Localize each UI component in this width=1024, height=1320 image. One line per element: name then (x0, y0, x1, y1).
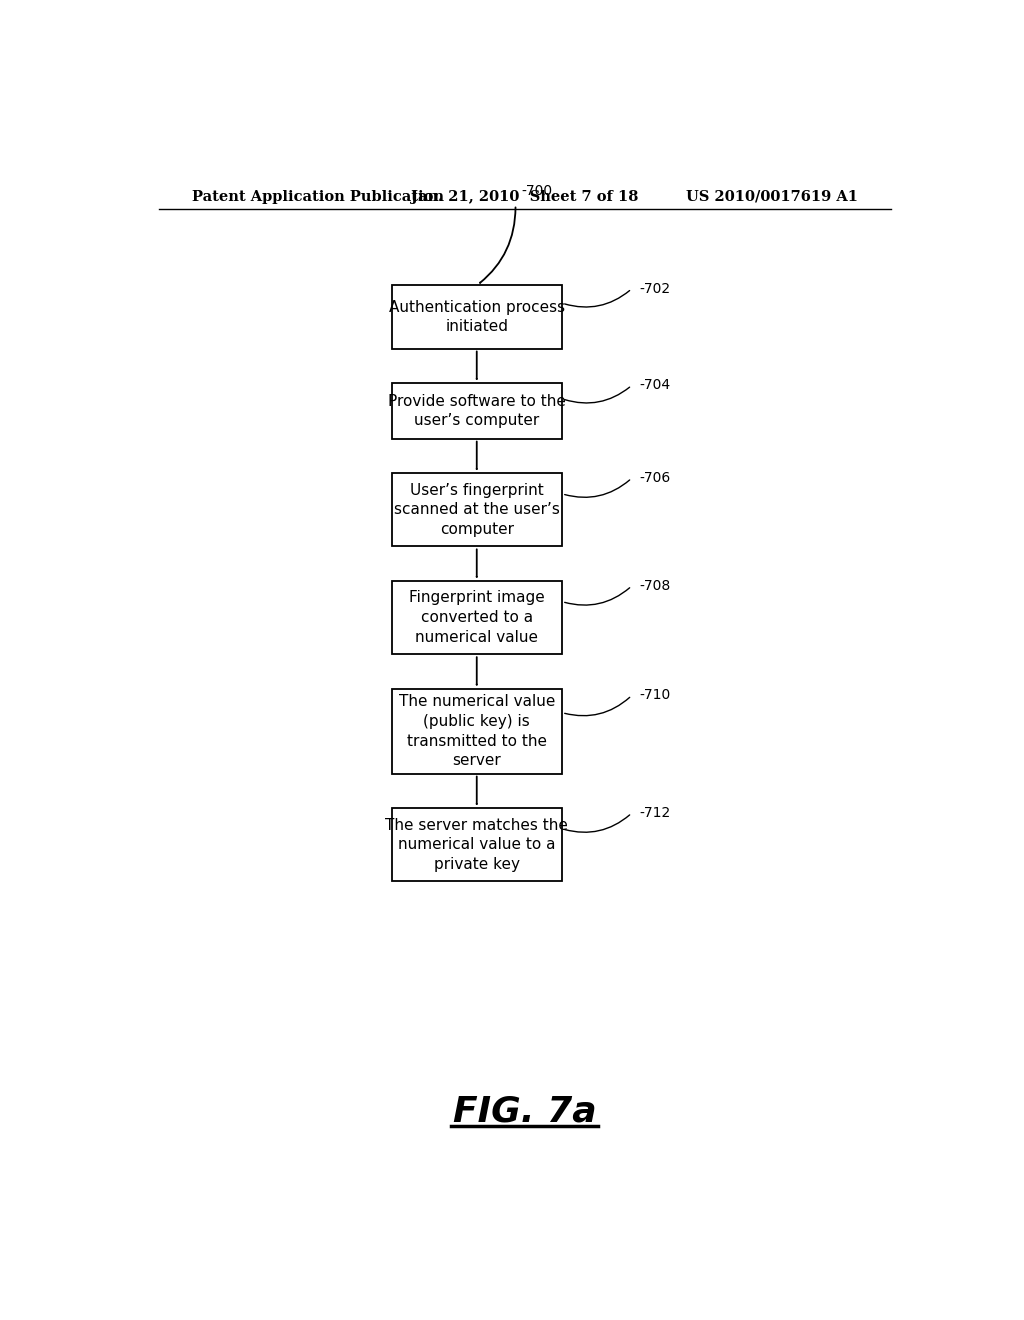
FancyArrowPatch shape (564, 480, 630, 498)
Text: Fingerprint image
converted to a
numerical value: Fingerprint image converted to a numeric… (409, 590, 545, 645)
FancyBboxPatch shape (391, 383, 562, 438)
Text: -712: -712 (640, 807, 671, 820)
Text: Provide software to the
user’s computer: Provide software to the user’s computer (388, 393, 565, 429)
Text: -708: -708 (640, 579, 671, 593)
Text: User’s fingerprint
scanned at the user’s
computer: User’s fingerprint scanned at the user’s… (394, 483, 560, 537)
FancyBboxPatch shape (391, 474, 562, 546)
Text: Patent Application Publication: Patent Application Publication (191, 190, 443, 203)
FancyBboxPatch shape (391, 581, 562, 655)
FancyBboxPatch shape (391, 285, 562, 348)
Text: Jan. 21, 2010  Sheet 7 of 18: Jan. 21, 2010 Sheet 7 of 18 (411, 190, 639, 203)
Text: -706: -706 (640, 471, 671, 486)
FancyArrowPatch shape (564, 587, 630, 605)
FancyBboxPatch shape (391, 808, 562, 882)
FancyArrowPatch shape (564, 697, 630, 715)
FancyArrowPatch shape (480, 207, 515, 282)
FancyBboxPatch shape (391, 689, 562, 774)
FancyArrowPatch shape (564, 814, 630, 833)
Text: FIG. 7a: FIG. 7a (453, 1094, 597, 1129)
Text: The numerical value
(public key) is
transmitted to the
server: The numerical value (public key) is tran… (398, 694, 555, 768)
Text: -702: -702 (640, 281, 671, 296)
FancyArrowPatch shape (564, 290, 630, 308)
FancyArrowPatch shape (564, 387, 630, 403)
Text: -710: -710 (640, 689, 671, 702)
Text: -704: -704 (640, 379, 671, 392)
Text: US 2010/0017619 A1: US 2010/0017619 A1 (686, 190, 858, 203)
Text: The server matches the
numerical value to a
private key: The server matches the numerical value t… (385, 817, 568, 873)
Text: Authentication process
initiated: Authentication process initiated (389, 300, 565, 334)
Text: -700: -700 (521, 183, 553, 198)
